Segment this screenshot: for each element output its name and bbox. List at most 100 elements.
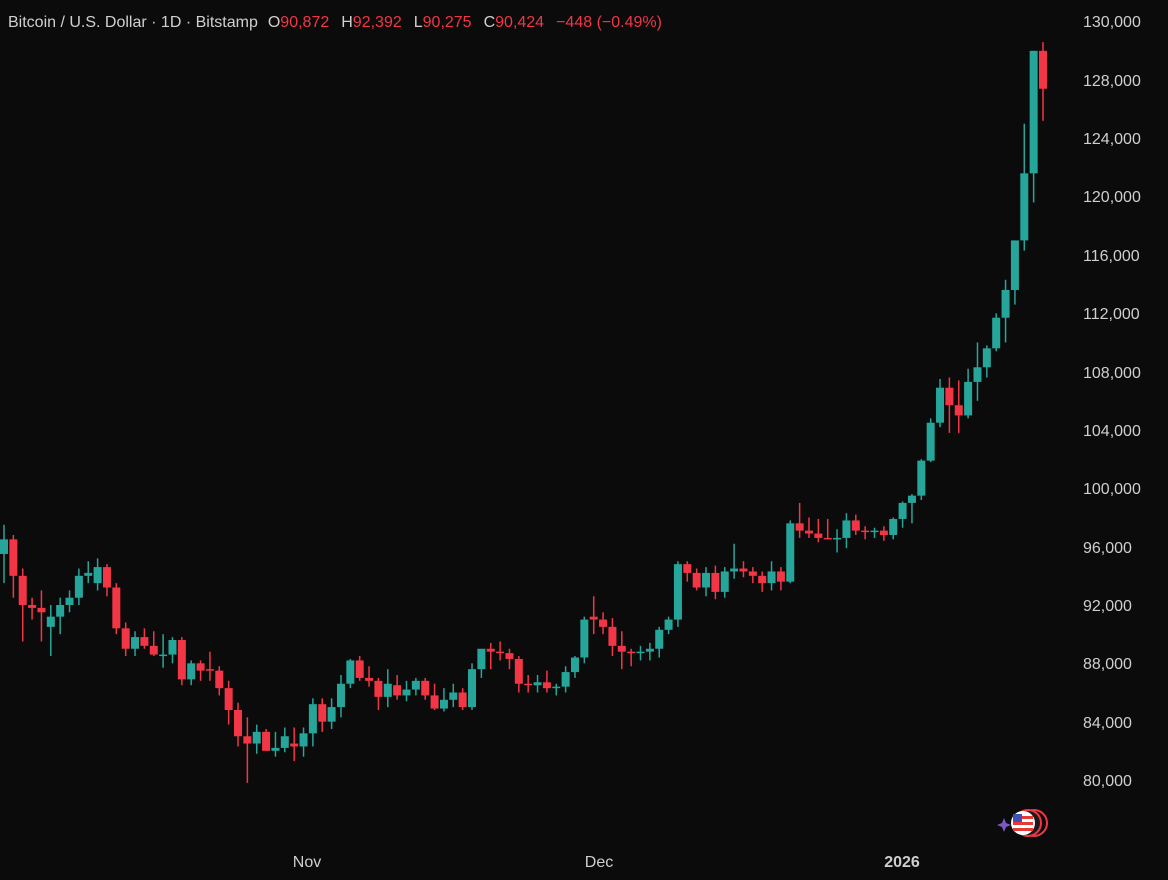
candle[interactable]: [74, 568, 83, 605]
candle[interactable]: [917, 459, 926, 500]
candle[interactable]: [589, 596, 598, 635]
candle[interactable]: [290, 727, 299, 762]
candle[interactable]: [786, 520, 795, 584]
candle[interactable]: [46, 605, 55, 657]
candle[interactable]: [608, 618, 617, 657]
candle[interactable]: [711, 565, 720, 600]
candle[interactable]: [365, 666, 374, 687]
candle[interactable]: [421, 677, 430, 700]
candle[interactable]: [383, 669, 392, 708]
candle[interactable]: [131, 631, 140, 657]
candle[interactable]: [468, 663, 477, 710]
candle[interactable]: [842, 513, 851, 549]
candle[interactable]: [430, 683, 439, 710]
us-flag-badge-icon[interactable]: [992, 806, 1052, 840]
candle[interactable]: [636, 645, 645, 661]
candle[interactable]: [795, 502, 804, 538]
candle[interactable]: [56, 597, 65, 635]
candle[interactable]: [234, 702, 243, 747]
candle[interactable]: [159, 634, 168, 668]
candle[interactable]: [945, 377, 954, 433]
candle[interactable]: [552, 683, 561, 696]
candle[interactable]: [730, 543, 739, 579]
candle[interactable]: [580, 616, 589, 664]
candle[interactable]: [374, 677, 383, 710]
candle[interactable]: [299, 727, 308, 757]
candle[interactable]: [28, 597, 37, 620]
candle[interactable]: [37, 590, 46, 642]
candle[interactable]: [252, 724, 261, 754]
candle[interactable]: [814, 518, 823, 543]
candle[interactable]: [411, 677, 420, 696]
candle[interactable]: [1010, 240, 1019, 305]
candle[interactable]: [879, 526, 888, 541]
candle[interactable]: [758, 571, 767, 592]
candle[interactable]: [514, 656, 523, 693]
candle[interactable]: [1020, 123, 1029, 251]
candle[interactable]: [65, 590, 74, 613]
candle[interactable]: [936, 378, 945, 428]
candle[interactable]: [861, 526, 870, 540]
candle[interactable]: [1029, 50, 1038, 203]
candle[interactable]: [486, 642, 495, 670]
candle[interactable]: [655, 626, 664, 658]
candle[interactable]: [355, 656, 364, 681]
candle[interactable]: [973, 342, 982, 401]
candle[interactable]: [196, 660, 205, 681]
candle[interactable]: [542, 670, 551, 693]
candle[interactable]: [664, 616, 673, 635]
candle[interactable]: [477, 648, 486, 678]
candle[interactable]: [926, 418, 935, 463]
candle[interactable]: [524, 675, 533, 693]
candle[interactable]: [84, 561, 93, 584]
candle[interactable]: [1039, 42, 1047, 121]
candle[interactable]: [177, 637, 186, 686]
candle[interactable]: [243, 717, 252, 783]
candle[interactable]: [121, 622, 130, 657]
symbol-title[interactable]: Bitcoin / U.S. Dollar · 1D · Bitstamp: [8, 14, 258, 31]
candle[interactable]: [561, 666, 570, 693]
candle[interactable]: [402, 680, 411, 702]
candle[interactable]: [776, 567, 785, 591]
candle[interactable]: [692, 568, 701, 591]
candle[interactable]: [262, 728, 271, 751]
candle[interactable]: [683, 561, 692, 582]
candle[interactable]: [224, 680, 233, 725]
candle[interactable]: [898, 501, 907, 528]
candle[interactable]: [112, 583, 121, 635]
candle[interactable]: [505, 648, 514, 670]
candle[interactable]: [9, 535, 18, 598]
candle[interactable]: [271, 731, 280, 757]
candle[interactable]: [149, 631, 158, 657]
candle[interactable]: [702, 567, 711, 597]
candle[interactable]: [954, 380, 963, 433]
candle[interactable]: [851, 514, 860, 535]
candle[interactable]: [889, 517, 898, 540]
candle[interactable]: [645, 642, 654, 661]
candle[interactable]: [215, 666, 224, 696]
candle[interactable]: [327, 698, 336, 729]
candle[interactable]: [318, 698, 327, 732]
candle[interactable]: [205, 651, 214, 681]
candle[interactable]: [1001, 279, 1010, 343]
candle[interactable]: [449, 683, 458, 708]
candle[interactable]: [140, 628, 149, 649]
candle[interactable]: [439, 688, 448, 712]
candle[interactable]: [992, 313, 1001, 352]
candle[interactable]: [346, 658, 355, 689]
candle[interactable]: [748, 567, 757, 584]
candle[interactable]: [804, 517, 813, 538]
candle[interactable]: [739, 561, 748, 578]
candle[interactable]: [627, 648, 636, 667]
candle[interactable]: [599, 612, 608, 635]
candle[interactable]: [767, 561, 776, 591]
candle[interactable]: [393, 675, 402, 700]
candle[interactable]: [93, 558, 102, 591]
candle[interactable]: [823, 518, 832, 540]
candle[interactable]: [187, 660, 196, 686]
candle[interactable]: [570, 656, 579, 678]
candle[interactable]: [308, 698, 317, 747]
candle[interactable]: [907, 494, 916, 524]
candle[interactable]: [617, 631, 626, 670]
